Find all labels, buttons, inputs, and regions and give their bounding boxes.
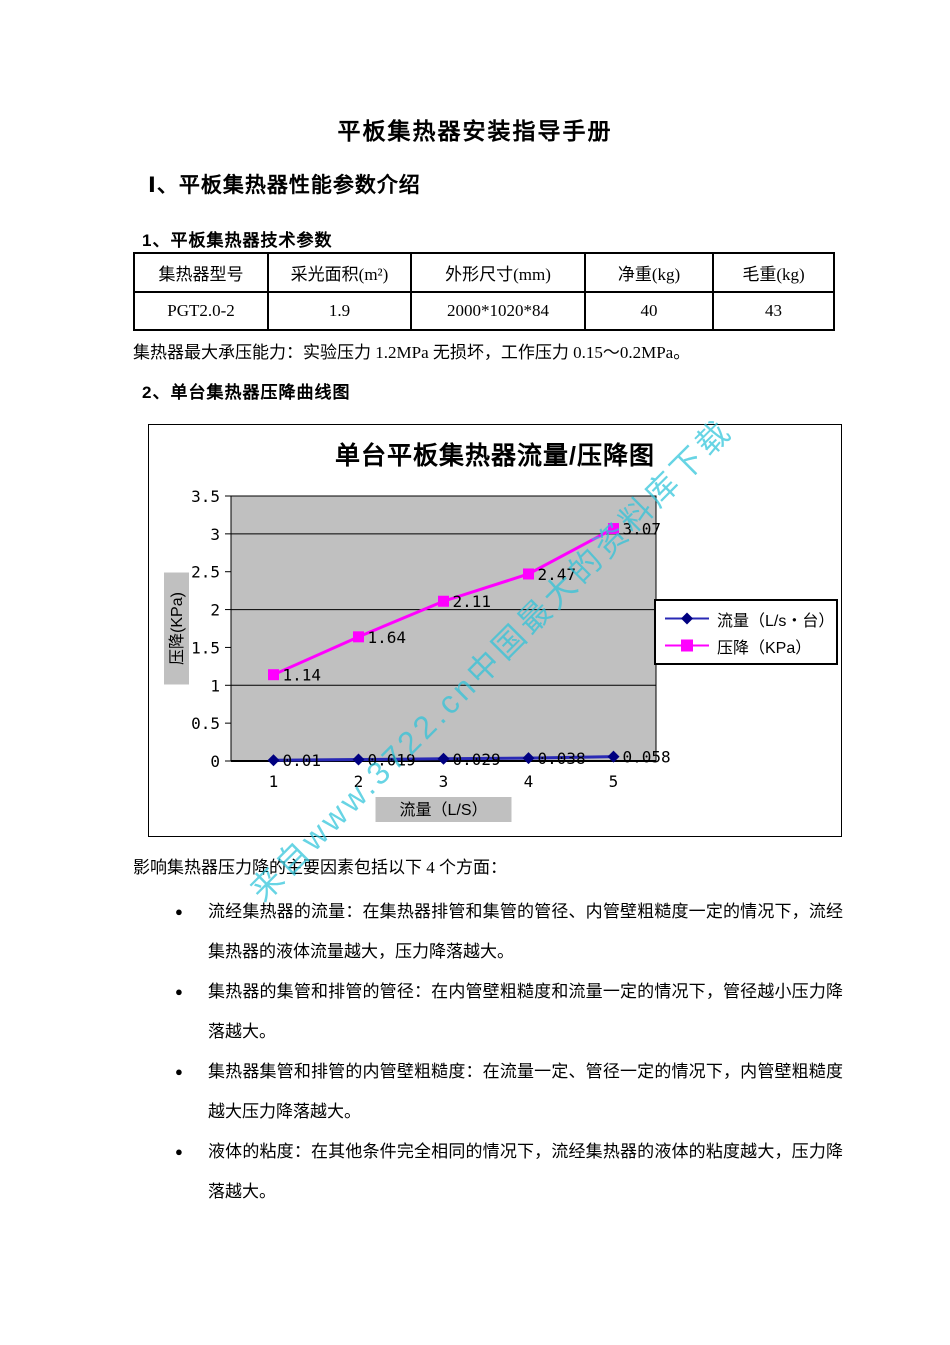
factors-list: ● 流经集热器的流量：在集热器排管和集管的管径、内管壁粗糙度一定的情况下，流经集…: [175, 892, 843, 1212]
data-label: 1.14: [283, 666, 322, 685]
data-label: 0.058: [623, 748, 671, 767]
legend-item-flow: 流量（L/s・台）: [664, 605, 836, 632]
x-tick-label: 3: [439, 772, 449, 791]
cell-model: PGT2.0-2: [133, 291, 269, 331]
factor-text: 集热器集管和排管的内管壁粗糙度：在流量一定、管径一定的情况下，内管壁粗糙度越大压…: [208, 1062, 843, 1121]
document-title: 平板集热器安装指导手册: [337, 118, 613, 144]
x-tick-label: 4: [524, 772, 534, 791]
y-tick-label: 2.5: [191, 563, 220, 582]
data-label: 0.01: [283, 751, 322, 770]
data-point-square: [523, 568, 534, 580]
chart-legend: 流量（L/s・台） 压降（KPa）: [654, 599, 838, 665]
flow-pressure-drop-chart: 0 0.5 1 1.5 2 2.5 3 3.5 1 2 3 4 5 单台平板集热器流量/压降图流量（L/S…: [148, 424, 842, 837]
y-tick-label: 1: [210, 676, 220, 695]
data-label: 0.038: [538, 749, 586, 768]
x-axis-title: 流量（L/S）: [399, 801, 487, 819]
data-point-diamond: [522, 752, 535, 765]
legend-label-flow: 流量（L/s・台）: [717, 612, 835, 630]
data-point-square: [438, 595, 449, 607]
bullet-icon: ●: [175, 1144, 183, 1159]
factor-text: 流经集热器的流量：在集热器排管和集管的管径、内管壁粗糙度一定的情况下，流经集热器…: [208, 902, 843, 961]
spec-table-header-row: 集热器型号 采光面积(m²) 外形尺寸(mm) 净重(kg) 毛重(kg): [133, 252, 835, 293]
y-tick-label: 2: [210, 601, 220, 620]
cell-net-weight: 40: [584, 291, 714, 331]
y-tick-label: 0: [210, 752, 220, 771]
cell-gross-weight: 43: [712, 291, 835, 331]
factor-item-flow-rate: ● 流经集热器的流量：在集热器排管和集管的管径、内管壁粗糙度一定的情况下，流经集…: [175, 892, 843, 972]
chart-title: 单台平板集热器流量/压降图: [335, 441, 655, 470]
data-point-square: [608, 523, 619, 535]
factor-text: 液体的粘度：在其他条件完全相同的情况下，流经集热器的液体的粘度越大，压力降落越大…: [208, 1142, 843, 1201]
x-axis-title-bg: [375, 797, 512, 822]
y-tick-label: 1.5: [191, 638, 220, 657]
bullet-icon: ●: [175, 984, 183, 999]
spec-table: 集热器型号 采光面积(m²) 外形尺寸(mm) 净重(kg) 毛重(kg) PG…: [133, 252, 835, 331]
chart-canvas: 0 0.5 1 1.5 2 2.5 3 3.5 1 2 3 4 5 单台平板集热器流量/压降图流量（L/S…: [164, 441, 671, 822]
legend-item-pressure: 压降（KPa）: [664, 632, 836, 659]
data-label: 3.07: [623, 520, 662, 539]
subsection-2-heading: 2、单台集热器压降曲线图: [142, 383, 351, 402]
cell-dimensions: 2000*1020*84: [410, 291, 586, 331]
x-tick-label: 1: [269, 772, 279, 791]
y-axis-title-bg: [164, 572, 189, 685]
col-header-dimensions: 外形尺寸(mm): [410, 252, 586, 293]
data-label: 1.64: [368, 628, 407, 647]
section-1-heading: Ⅰ、平板集热器性能参数介绍: [148, 174, 421, 197]
y-axis-title: 压降(KPa): [168, 592, 186, 665]
col-header-aperture-area: 采光面积(m²): [267, 252, 412, 293]
factor-item-wall-roughness: ● 集热器集管和排管的内管壁粗糙度：在流量一定、管径一定的情况下，内管壁粗糙度越…: [175, 1052, 843, 1132]
factor-item-pipe-diameter: ● 集热器的集管和排管的管径：在内管壁粗糙度和流量一定的情况下，管径越小压力降落…: [175, 972, 843, 1052]
col-header-net-weight: 净重(kg): [584, 252, 714, 293]
col-header-gross-weight: 毛重(kg): [712, 252, 835, 293]
data-point-diamond: [267, 754, 280, 767]
data-point-square: [353, 631, 364, 643]
bullet-icon: ●: [175, 904, 183, 919]
x-tick-label: 2: [354, 772, 364, 791]
factors-intro: 影响集热器压力降的主要因素包括以下 4 个方面：: [133, 858, 507, 877]
x-tick-label: 5: [609, 772, 619, 791]
col-header-model: 集热器型号: [133, 252, 269, 293]
data-point-diamond: [352, 753, 365, 766]
data-point-diamond: [437, 752, 450, 765]
legend-label-pressure: 压降（KPa）: [717, 639, 812, 657]
data-point-diamond: [607, 750, 620, 763]
pressure-line-marker-icon: [665, 639, 709, 652]
factor-item-viscosity: ● 液体的粘度：在其他条件完全相同的情况下，流经集热器的液体的粘度越大，压力降落…: [175, 1132, 843, 1212]
y-tick-label: 3.5: [191, 487, 220, 506]
cell-aperture-area: 1.9: [267, 291, 412, 331]
data-label: 2.47: [538, 565, 577, 584]
y-tick-label: 3: [210, 525, 220, 544]
subsection-1-heading: 1、平板集热器技术参数: [142, 231, 333, 250]
data-label: 2.11: [453, 592, 492, 611]
plot-area: [230, 495, 657, 762]
factor-text: 集热器的集管和排管的管径：在内管壁粗糙度和流量一定的情况下，管径越小压力降落越大…: [208, 982, 843, 1041]
flow-line-marker-icon: [665, 612, 709, 625]
y-tick-label: 0.5: [191, 714, 220, 733]
spec-table-data-row: PGT2.0-2 1.9 2000*1020*84 40 43: [133, 291, 835, 331]
data-label: 0.019: [368, 751, 416, 770]
data-label: 0.029: [453, 750, 501, 769]
data-point-square: [268, 669, 279, 681]
bullet-icon: ●: [175, 1064, 183, 1079]
pressure-capacity-note: 集热器最大承压能力：实验压力 1.2MPa 无损坏，工作压力 0.15～0.2M…: [133, 343, 691, 362]
